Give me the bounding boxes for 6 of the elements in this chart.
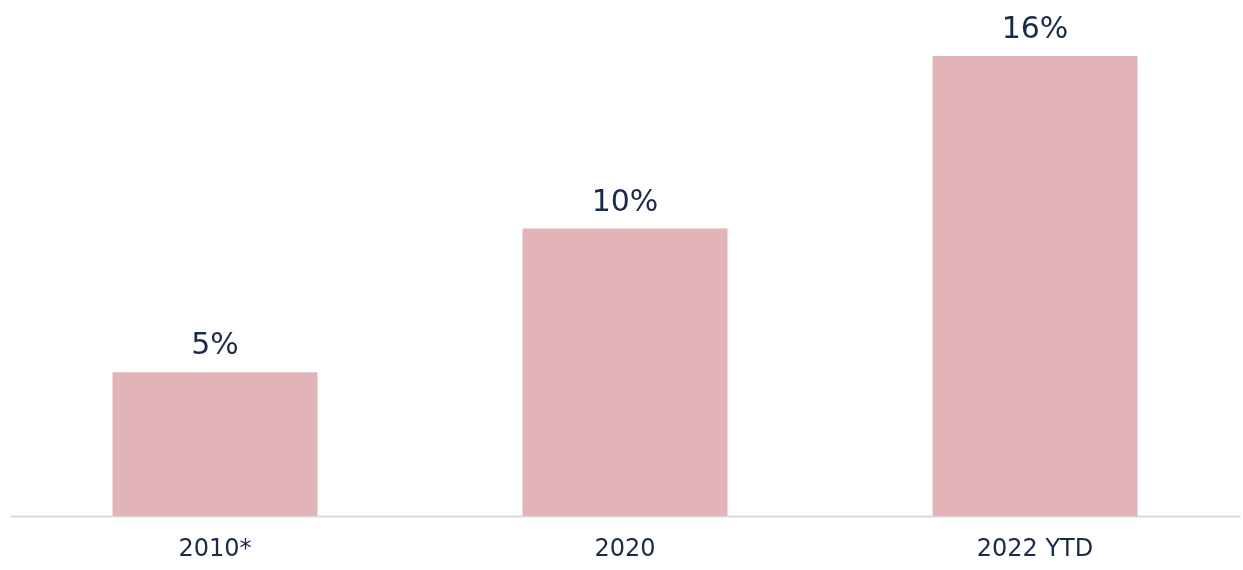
x-tick-label: 2022 YTD xyxy=(976,533,1094,562)
data-label: 10% xyxy=(591,182,659,218)
x-tick-label: 2010* xyxy=(178,533,252,562)
data-label: 5% xyxy=(191,326,239,362)
x-tick-label: 2020 xyxy=(594,533,656,562)
data-label: 16% xyxy=(1001,10,1069,45)
